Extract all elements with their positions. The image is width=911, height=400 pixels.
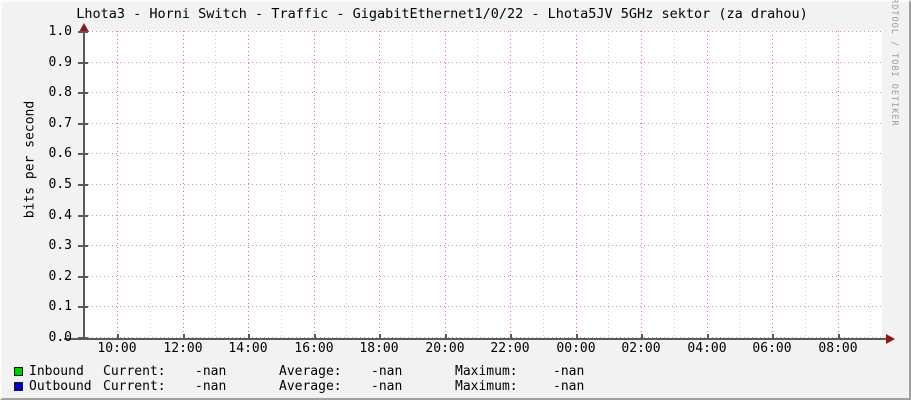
x-axis-tick [641,334,643,340]
x-axis-tick-label: 12:00 [163,341,203,356]
plot-area [84,31,882,338]
legend-maximum-value: -nan [553,379,585,394]
gridline-horizontal [84,62,882,63]
y-axis-tick-label: 0.4 [48,208,72,223]
gridline-horizontal [84,92,882,93]
legend-maximum-label: Maximum: [455,379,518,394]
y-axis-tick-label: 0.5 [48,177,72,192]
gridline-horizontal [84,245,882,246]
gridline-horizontal [84,276,882,277]
x-axis-tick-label: 00:00 [556,341,596,356]
y-axis-tick [78,276,88,278]
legend-current-label: Current: [103,364,166,379]
x-axis-tick [117,334,119,340]
x-axis-tick-label: 10:00 [97,341,137,356]
horizontal-gridlines [84,31,882,338]
legend-row: Outbound Current: -nan Average: -nan Maximum:… [14,379,637,394]
legend-color-swatch-icon [14,382,23,391]
x-axis-tick [707,334,709,340]
data-series-layer [84,31,882,338]
y-axis-tick [78,184,88,186]
legend-row: Inbound Current: -nan Average: -nan Maximum: -… [14,364,637,379]
y-axis-tick-label: 0.9 [48,55,72,70]
x-axis-tick [379,334,381,340]
y-axis-tick [78,123,88,125]
chart-legend: Inbound Current: -nan Average: -nan Maximum: -… [14,364,637,394]
y-axis-tick [78,31,88,33]
x-axis-tick [248,334,250,340]
y-axis-tick [78,337,88,339]
x-axis-tick [576,334,578,340]
gridline-horizontal [84,123,882,124]
legend-maximum-label: Maximum: [455,364,518,379]
gridline-horizontal [84,306,882,307]
legend-series-name: Inbound [29,364,84,379]
x-axis-arrow-icon [886,334,895,344]
legend-average-value: -nan [371,379,403,394]
x-axis-tick [445,334,447,340]
x-axis-tick [772,334,774,340]
y-axis-tick-label: 1.0 [48,24,72,39]
x-axis-line [64,338,892,340]
legend-current-value: -nan [195,379,227,394]
y-axis-tick [78,306,88,308]
y-axis-tick [78,215,88,217]
x-axis-tick [838,334,840,340]
y-axis-tick [78,92,88,94]
rrdtool-watermark: RRDTOOL / TOBI OETIKER [889,0,899,127]
x-axis-tick-label: 14:00 [228,341,268,356]
x-axis-tick [314,334,316,340]
y-axis-tick-label: 0.0 [48,330,72,345]
gridline-horizontal [84,153,882,154]
y-axis-tick-label: 0.6 [48,146,72,161]
y-axis-tick-label: 0.7 [48,116,72,131]
legend-average-label: Average: [279,364,342,379]
gridline-horizontal [84,215,882,216]
legend-current-value: -nan [195,364,227,379]
y-axis-tick-label: 0.2 [48,269,72,284]
y-axis-tick-label: 0.1 [48,299,72,314]
gridline-horizontal [84,184,882,185]
x-axis-tick-label: 20:00 [425,341,465,356]
y-axis-tick-label: 0.8 [48,85,72,100]
legend-maximum-value: -nan [553,364,585,379]
y-axis-tick [78,245,88,247]
y-axis-tick [78,62,88,64]
y-axis-tick-label: 0.3 [48,238,72,253]
x-axis-tick-label: 16:00 [294,341,334,356]
gridline-horizontal [84,337,882,338]
x-axis-tick-label: 08:00 [818,341,858,356]
legend-average-label: Average: [279,379,342,394]
legend-series-name: Outbound [29,379,92,394]
y-axis-tick [78,153,88,155]
legend-current-label: Current: [103,379,166,394]
x-axis-tick [183,334,185,340]
x-axis-tick-label: 06:00 [752,341,792,356]
gridline-horizontal [84,31,882,32]
x-axis-tick-label: 22:00 [490,341,530,356]
y-axis-arrow-icon [79,23,89,32]
legend-color-swatch-icon [14,367,23,376]
x-axis-tick [510,334,512,340]
chart-title: Lhota3 - Horni Switch - Traffic - Gigabi… [76,6,808,22]
x-axis-tick-label: 04:00 [687,341,727,356]
legend-average-value: -nan [371,364,403,379]
x-axis-tick-label: 18:00 [359,341,399,356]
x-axis-tick-label: 02:00 [621,341,661,356]
